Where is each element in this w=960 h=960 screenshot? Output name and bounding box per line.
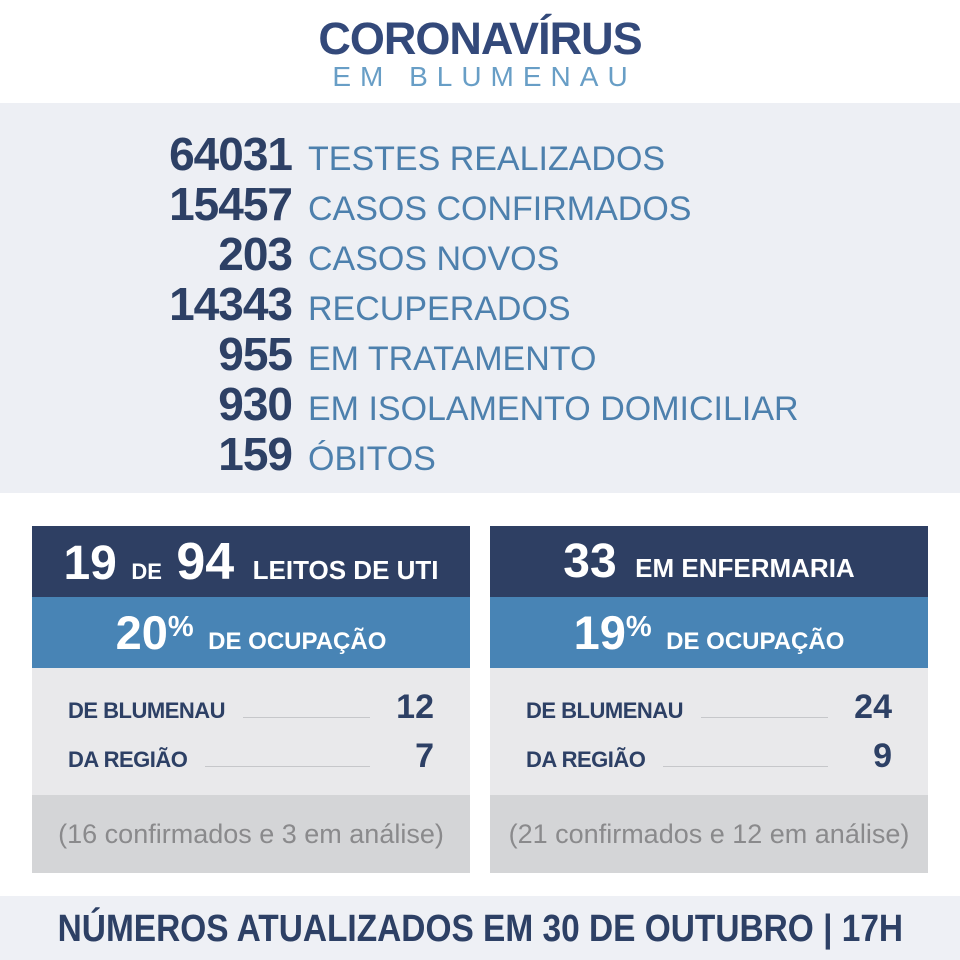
stat-row-novos: 203 CASOS NOVOS xyxy=(0,227,960,280)
stat-label: RECUPERADOS xyxy=(308,290,571,329)
enfermaria-occupancy-percent: 19 xyxy=(573,606,626,660)
percent-sign: % xyxy=(167,611,194,644)
card-enfermaria-note: (21 confirmados e 12 em análise) xyxy=(490,795,928,874)
stat-label: EM ISOLAMENTO DOMICILIAR xyxy=(308,390,799,429)
card-uti-header: 19 DE 94 LEITOS DE UTI xyxy=(32,526,470,598)
stat-value: 15457 xyxy=(169,178,293,231)
card-enfermaria-occupancy-band: 19% DE OCUPAÇÃO xyxy=(490,597,928,669)
card-enfermaria-header-line: 33 EM ENFERMARIA xyxy=(563,534,854,589)
row-label: DA REGIÃO xyxy=(68,746,188,772)
stat-row-tratamento: 955 EM TRATAMENTO xyxy=(0,327,960,380)
card-enfermaria-body: DE BLUMENAU 24 DA REGIÃO 9 xyxy=(490,668,928,796)
stat-label: CASOS NOVOS xyxy=(308,240,560,279)
leader-line xyxy=(243,716,370,718)
stat-value: 14343 xyxy=(169,278,293,331)
card-uti-body: DE BLUMENAU 12 DA REGIÃO 7 xyxy=(32,668,470,796)
stat-label: ÓBITOS xyxy=(308,440,436,479)
enfermaria-header-label: EM ENFERMARIA xyxy=(635,553,855,584)
stats-section: 64031 TESTES REALIZADOS 15457 CASOS CONF… xyxy=(0,103,960,494)
stat-row-confirmados: 15457 CASOS CONFIRMADOS xyxy=(0,177,960,230)
header-logo: CORONAVÍRUS EM BLUMENAU xyxy=(0,0,960,93)
enfermaria-row-regiao: DA REGIÃO 9 xyxy=(526,737,892,776)
leader-line xyxy=(701,716,828,718)
enfermaria-occupancy-label: DE OCUPAÇÃO xyxy=(666,628,845,656)
enfermaria-count: 33 xyxy=(563,535,617,589)
row-value: 12 xyxy=(396,687,434,726)
occupancy-cards: 19 DE 94 LEITOS DE UTI 20% DE OCUPAÇÃO D… xyxy=(0,526,960,874)
stat-value: 64031 xyxy=(169,128,293,181)
row-label: DE BLUMENAU xyxy=(68,697,226,723)
stat-row-isolamento: 930 EM ISOLAMENTO DOMICILIAR xyxy=(0,377,960,430)
row-label: DE BLUMENAU xyxy=(526,697,684,723)
enfermaria-occupancy-line: 19% DE OCUPAÇÃO xyxy=(574,605,845,660)
card-uti: 19 DE 94 LEITOS DE UTI 20% DE OCUPAÇÃO D… xyxy=(32,526,470,874)
stat-value: 203 xyxy=(218,228,293,281)
row-value: 7 xyxy=(415,736,434,775)
stat-row-testes: 64031 TESTES REALIZADOS xyxy=(0,127,960,180)
card-uti-header-line: 19 DE 94 LEITOS DE UTI xyxy=(63,532,438,592)
stat-label: EM TRATAMENTO xyxy=(308,340,597,379)
enfermaria-row-blumenau: DE BLUMENAU 24 xyxy=(526,688,892,727)
leader-line xyxy=(205,765,370,767)
stat-value: 955 xyxy=(218,328,293,381)
uti-total-count: 94 xyxy=(176,532,235,591)
uti-connector: DE xyxy=(131,558,162,584)
logo-title: CORONAVÍRUS xyxy=(318,13,642,64)
uti-occupancy-line: 20% DE OCUPAÇÃO xyxy=(116,605,387,660)
uti-occupancy-percent: 20 xyxy=(115,606,168,660)
stat-label: CASOS CONFIRMADOS xyxy=(308,190,692,229)
uti-row-regiao: DA REGIÃO 7 xyxy=(68,737,434,776)
percent-sign: % xyxy=(625,611,652,644)
row-value: 24 xyxy=(854,687,892,726)
uti-row-blumenau: DE BLUMENAU 12 xyxy=(68,688,434,727)
update-footer-text: NÚMEROS ATUALIZADOS EM 30 DE OUTUBRO | 1… xyxy=(57,908,903,951)
card-enfermaria: 33 EM ENFERMARIA 19% DE OCUPAÇÃO DE BLUM… xyxy=(490,526,928,874)
stat-value: 159 xyxy=(218,428,293,481)
card-enfermaria-header: 33 EM ENFERMARIA xyxy=(490,526,928,598)
uti-occupied-count: 19 xyxy=(63,536,117,590)
stat-label: TESTES REALIZADOS xyxy=(308,140,666,179)
update-footer: NÚMEROS ATUALIZADOS EM 30 DE OUTUBRO | 1… xyxy=(0,896,960,960)
card-uti-note: (16 confirmados e 3 em análise) xyxy=(32,795,470,874)
uti-occupancy-label: DE OCUPAÇÃO xyxy=(208,628,387,656)
uti-header-label: LEITOS DE UTI xyxy=(252,554,439,585)
logo-subtitle: EM BLUMENAU xyxy=(332,61,637,92)
card-uti-occupancy-band: 20% DE OCUPAÇÃO xyxy=(32,597,470,669)
row-value: 9 xyxy=(873,736,892,775)
stat-row-recuperados: 14343 RECUPERADOS xyxy=(0,277,960,330)
row-label: DA REGIÃO xyxy=(526,746,646,772)
stat-row-obitos: 159 ÓBITOS xyxy=(0,427,960,480)
leader-line xyxy=(663,765,828,767)
stat-value: 930 xyxy=(218,378,293,431)
